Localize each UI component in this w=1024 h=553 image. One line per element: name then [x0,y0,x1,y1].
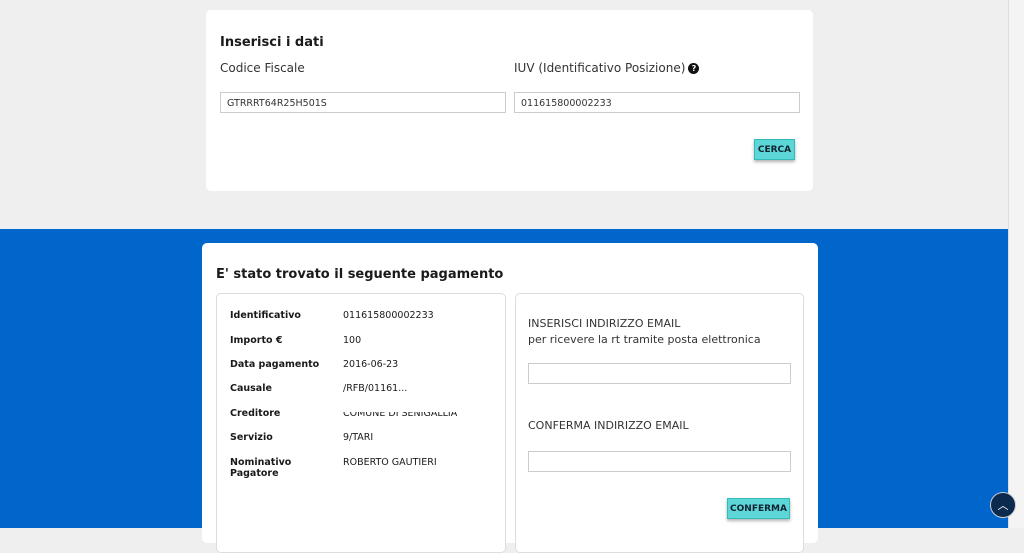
detail-key: Causale [230,383,272,394]
detail-key: Importo € [230,335,283,346]
email-sublabel: per ricevere la rt tramite posta elettro… [528,333,761,346]
detail-value: 9/TARI [343,432,374,443]
iuv-label: IUV (Identificativo Posizione)? [514,61,700,75]
email-panel: INSERISCI INDIRIZZO EMAIL per ricevere l… [515,293,804,553]
confirm-email-label: CONFERMA INDIRIZZO EMAIL [528,419,689,432]
detail-row: Identificativo 011615800002233 [230,310,434,321]
detail-value: ROBERTO GAUTIERI [343,457,437,468]
detail-row: Nominativo Pagatore ROBERTO GAUTIERI [230,457,437,479]
scroll-top-button[interactable]: ︿ [990,492,1016,518]
payment-details: Identificativo 011615800002233 Importo € 1… [216,293,506,553]
detail-value: 100 [343,335,362,346]
detail-value: 011615800002233 [343,310,434,321]
detail-row: Creditore COMUNE DI SENIGALLIA [230,408,457,419]
help-icon[interactable]: ? [688,63,700,74]
detail-key: Data pagamento [230,359,320,370]
detail-value: COMUNE DI SENIGALLIA [343,412,458,419]
scrollbar[interactable] [1008,0,1024,528]
detail-key: Nominativo Pagatore [230,457,292,479]
detail-value: /RFB/01161... [343,383,408,394]
detail-key: Creditore [230,408,281,419]
detail-row: Causale/RFB/01161... [230,383,407,394]
chevron-up-icon: ︿ [997,499,1009,512]
confirm-email-input[interactable] [528,451,791,472]
detail-key: Identificativo [230,310,301,321]
cf-input[interactable]: GTRRRT64R25H501S [220,92,506,113]
detail-row: Data pagamento 2016-06-23 [230,359,398,370]
result-card: E' stato trovato il seguente pagamento I… [202,243,818,553]
detail-row: Importo € 100 [230,335,361,346]
iuv-label-text: IUV (Identificativo Posizione) [514,61,686,75]
detail-row: Servizio 9/TARI [230,432,373,443]
email-input[interactable] [528,363,791,384]
result-title: E' stato trovato il seguente pagamento [216,267,504,282]
search-title: Inserisci i dati [220,35,324,50]
search-button[interactable]: CERCA [754,139,795,160]
cf-label: Codice Fiscale [220,61,305,75]
detail-value: 2016-06-23 [343,359,399,370]
iuv-input[interactable]: 011615800002233 [514,92,800,113]
search-card: Inserisci i dati Codice Fiscale IUV (Ide… [206,10,813,191]
email-label: INSERISCI INDIRIZZO EMAIL [528,317,681,330]
detail-key: Servizio [230,432,273,443]
confirm-button[interactable]: CONFERMA [727,498,790,519]
